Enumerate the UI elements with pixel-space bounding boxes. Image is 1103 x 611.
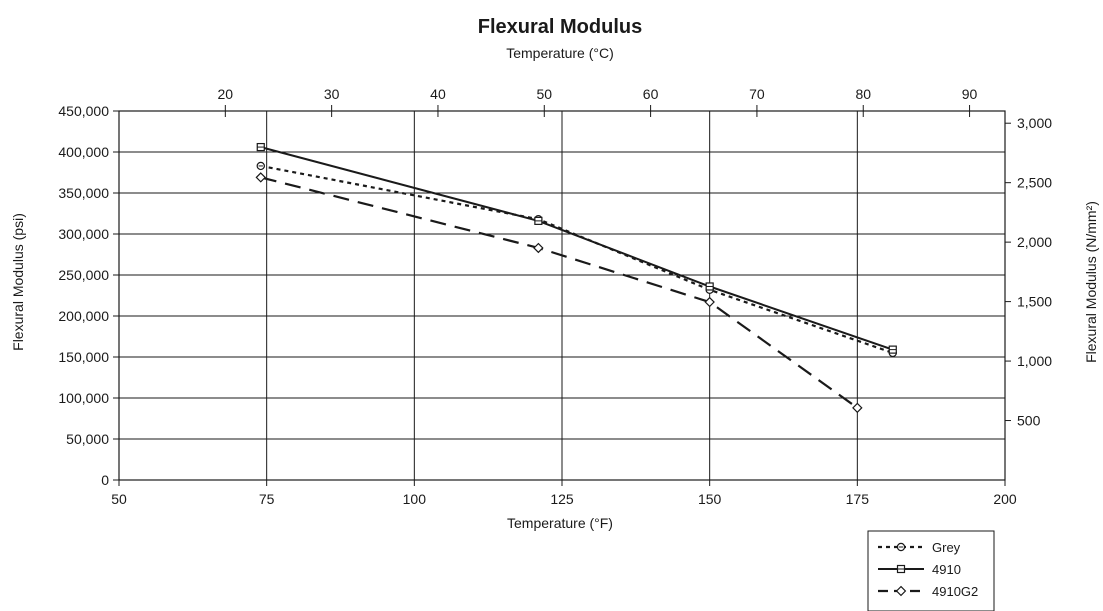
- series-4910g2: [255, 172, 863, 414]
- y-tick-label: 350,000: [58, 185, 109, 201]
- x2-tick-label: 50: [536, 86, 552, 102]
- legend-label-4910g2: 4910G2: [932, 584, 978, 599]
- legend-label-4910: 4910: [932, 562, 961, 577]
- y2-tick-label: 1,500: [1017, 294, 1052, 310]
- y2-tick-label: 3,000: [1017, 115, 1052, 131]
- y-tick-label: 50,000: [66, 431, 109, 447]
- x-tick-label: 200: [993, 491, 1017, 507]
- y-tick-label: 200,000: [58, 308, 109, 324]
- y-tick-label: 150,000: [58, 349, 109, 365]
- x-tick-label: 50: [111, 491, 127, 507]
- x-tick-label: 100: [403, 491, 427, 507]
- x2-tick-label: 60: [643, 86, 659, 102]
- x2-tick-label: 90: [962, 86, 978, 102]
- legend-marker-4910g2: [895, 585, 907, 597]
- legend-label-grey: Grey: [932, 540, 961, 555]
- data-point-4910g2: [704, 296, 715, 308]
- y-tick-label: 250,000: [58, 267, 109, 283]
- data-point-4910g2: [533, 242, 544, 254]
- x2-tick-label: 80: [855, 86, 871, 102]
- x2-tick-label: 40: [430, 86, 446, 102]
- data-point-4910g2: [852, 402, 863, 414]
- x-tick-label: 150: [698, 491, 722, 507]
- data-point-4910g2: [255, 172, 267, 183]
- legend-box: [867, 530, 995, 611]
- x-tick-label: 175: [846, 491, 870, 507]
- legend-items: Grey 4910 4910G2: [878, 540, 978, 599]
- y2-tick-label: 500: [1017, 413, 1041, 429]
- grid: [119, 111, 1005, 480]
- top-axis-label: Temperature (°C): [506, 45, 614, 61]
- left-axis-label: Flexural Modulus (psi): [10, 213, 26, 351]
- series-layer: [255, 142, 897, 414]
- chart-title: Flexural Modulus: [478, 16, 642, 38]
- x2-tick-label: 70: [749, 86, 765, 102]
- series-4910: [256, 142, 897, 354]
- bottom-axis-label: Temperature (°F): [507, 515, 613, 531]
- y-tick-label: 0: [101, 472, 109, 488]
- y2-tick-label: 2,500: [1017, 175, 1052, 191]
- y2-tick-label: 1,000: [1017, 353, 1052, 369]
- right-axis-label: Flexural Modulus (N/mm²): [1083, 201, 1099, 363]
- y-tick-label: 400,000: [58, 144, 109, 160]
- x-tick-label: 75: [259, 491, 275, 507]
- series-line-4910g2: [260, 176, 858, 409]
- legend: Grey 4910 4910G2: [867, 530, 995, 611]
- y2-tick-label: 2,000: [1017, 234, 1052, 250]
- y-tick-label: 100,000: [58, 390, 109, 406]
- x2-tick-label: 30: [324, 86, 340, 102]
- y-tick-label: 450,000: [58, 103, 109, 119]
- x2-tick-label: 20: [218, 86, 234, 102]
- y-tick-label: 300,000: [58, 226, 109, 242]
- x-tick-label: 125: [550, 491, 574, 507]
- series-line-4910: [260, 146, 894, 351]
- axes: 0 50,000 100,000 150,000 200,000 250,000 300,0…: [58, 86, 1052, 507]
